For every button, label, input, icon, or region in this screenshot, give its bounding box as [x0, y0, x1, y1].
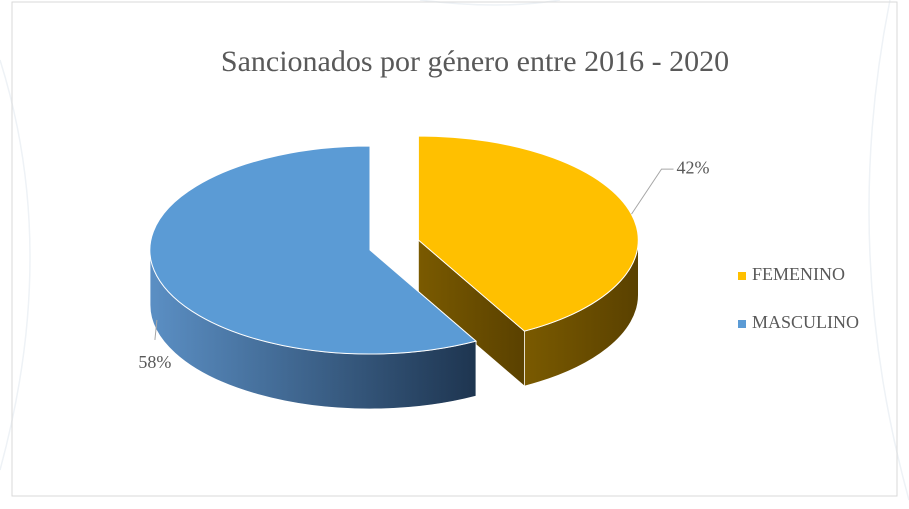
legend-label: MASCULINO	[752, 312, 859, 332]
slice	[149, 145, 478, 355]
leader-line	[154, 319, 158, 340]
leader-line	[631, 168, 674, 215]
legend-swatch	[738, 272, 746, 280]
data-label: 42%	[677, 157, 710, 177]
chart-frame	[11, 1, 898, 497]
legend-swatch	[738, 320, 746, 328]
chart-title: Sancionados por género entre 2016 - 2020	[221, 45, 729, 78]
legend-label: FEMENINO	[752, 264, 845, 284]
data-label: 58%	[138, 352, 171, 372]
slice	[417, 135, 639, 332]
